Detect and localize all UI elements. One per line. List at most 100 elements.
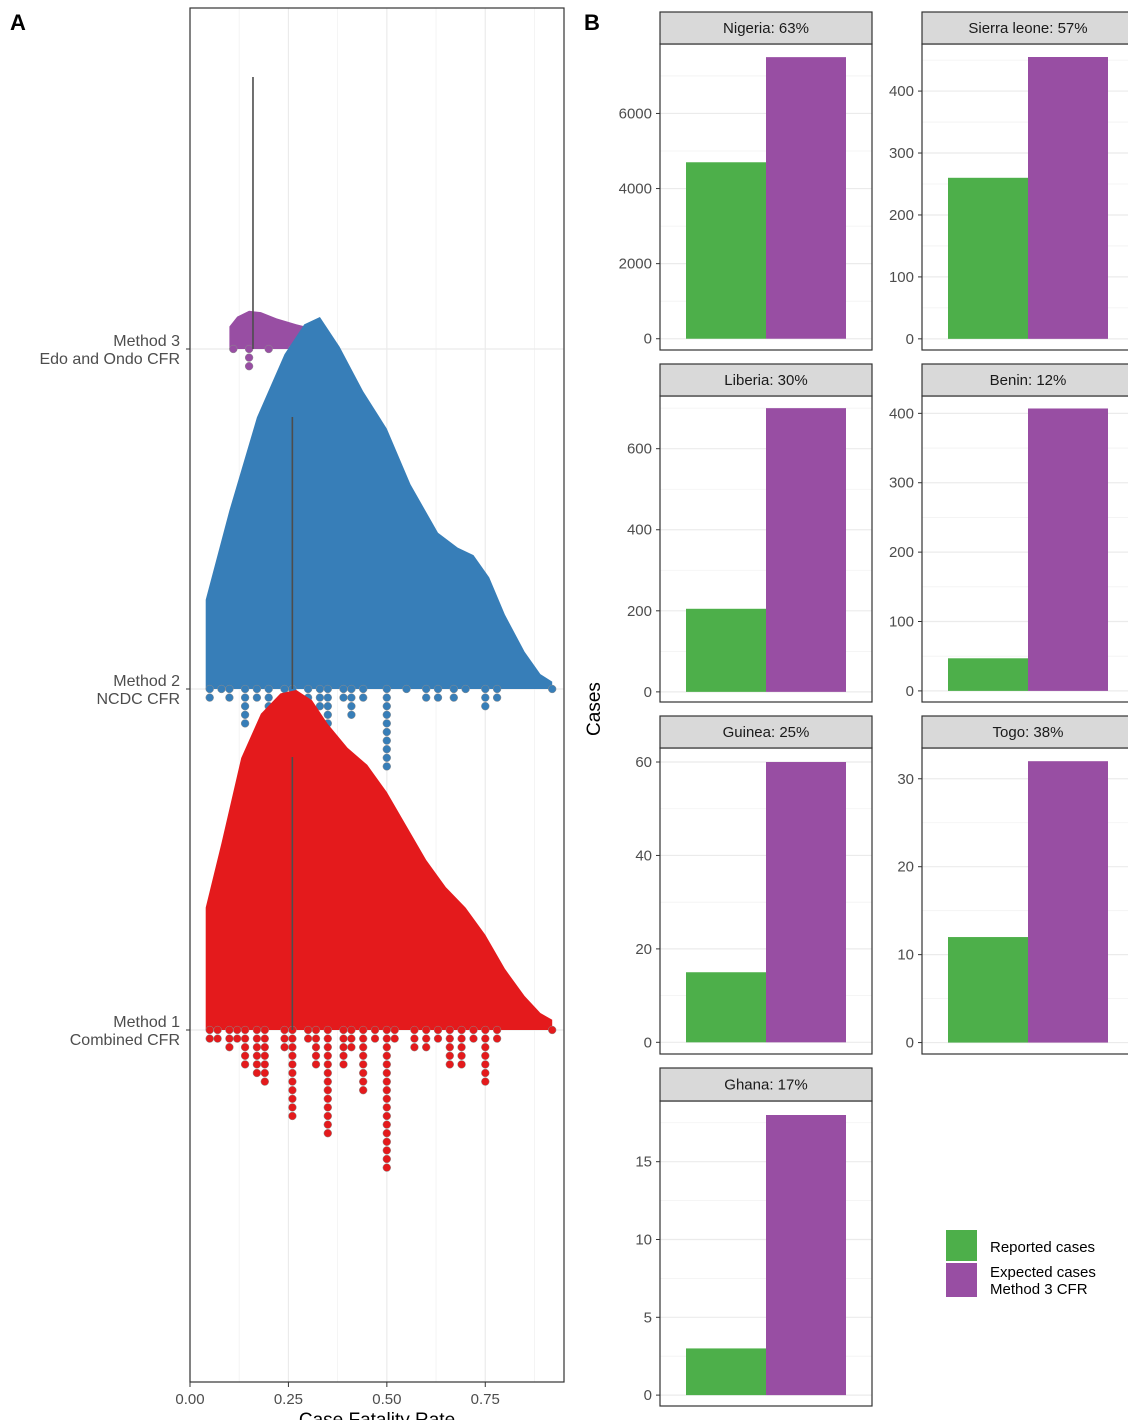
panel-a-label: A	[10, 10, 26, 35]
data-dot-m1	[205, 1025, 214, 1035]
facet-strip-label: Guinea: 25%	[723, 724, 810, 741]
y-tick-label: 100	[889, 269, 914, 286]
bar-expected-cases	[766, 408, 846, 692]
data-dot-m1	[370, 1034, 380, 1043]
data-dot-m1	[359, 1051, 368, 1060]
data-dot-m2	[323, 684, 332, 694]
category-label-line2: Combined CFR	[70, 1032, 180, 1049]
x-tick-label: 0.00	[175, 1391, 204, 1408]
data-dot-m1	[382, 1154, 391, 1164]
data-dot-m2	[323, 693, 332, 702]
data-dot-m1	[481, 1068, 490, 1078]
data-dot-m1	[311, 1025, 321, 1035]
data-dot-m2	[240, 710, 250, 719]
data-dot-m1	[252, 1060, 262, 1069]
facet-4: Guinea: 25% 0 20 40 60	[635, 715, 873, 1055]
data-dot-m2	[382, 684, 391, 694]
data-dot-m1	[422, 1034, 431, 1043]
data-dot-m2	[481, 684, 490, 694]
data-dot-m1	[359, 1025, 368, 1035]
y-tick-label: 10	[635, 1231, 652, 1248]
plot-border	[189, 7, 565, 1383]
data-dot-m1	[422, 1025, 431, 1035]
data-dot-m1	[457, 1043, 466, 1052]
data-dot-m2	[422, 684, 431, 694]
y-tick-label: 400	[889, 83, 914, 100]
data-dot-m2	[382, 719, 391, 728]
data-dot-m1	[288, 1077, 297, 1086]
data-dot-m2	[461, 684, 470, 694]
data-dot-m1	[457, 1060, 466, 1069]
data-dot-m2	[481, 693, 490, 702]
facet-1: Sierra leone: 57% 0 100 200 300 400	[889, 11, 1128, 351]
data-dot-m3	[244, 362, 254, 371]
data-dot-m1	[280, 1043, 289, 1052]
data-dot-m1	[481, 1077, 490, 1086]
data-dot-m2	[252, 684, 262, 694]
data-dot-m1	[492, 1034, 502, 1043]
data-dot-m1	[390, 1034, 399, 1043]
data-dot-m2	[382, 736, 391, 745]
data-dot-m2	[433, 693, 443, 702]
data-dot-m1	[323, 1103, 332, 1112]
data-dot-m2	[240, 719, 250, 728]
y-tick-label: 0	[906, 683, 914, 700]
data-dot-m1	[445, 1034, 454, 1043]
y-tick-label: 400	[889, 405, 914, 422]
data-dot-m1	[382, 1103, 391, 1112]
y-tick-label: 200	[889, 207, 914, 224]
data-dot-m2	[225, 684, 234, 694]
facet-5: Togo: 38% 0 10 20 30	[897, 715, 1128, 1055]
data-dot-m2	[339, 693, 348, 702]
bar-expected-cases	[766, 57, 846, 339]
data-dot-m1	[445, 1051, 454, 1060]
data-dot-m1	[260, 1068, 269, 1078]
data-dot-m2	[382, 727, 391, 737]
bar-reported-cases	[686, 1348, 766, 1396]
data-dot-m1	[303, 1034, 313, 1043]
data-dot-m1	[382, 1086, 391, 1095]
data-dot-m1	[213, 1025, 222, 1035]
facet-strip	[921, 715, 1128, 749]
data-dot-m1	[260, 1060, 269, 1069]
data-dot-m1	[382, 1120, 391, 1129]
y-tick-label: 20	[897, 859, 914, 876]
legend-key-expected-cases	[946, 1263, 977, 1297]
data-dot-m1	[410, 1025, 419, 1035]
data-dot-m1	[252, 1034, 262, 1043]
y-tick-label: 0	[906, 1035, 914, 1052]
data-dot-m1	[240, 1051, 250, 1060]
data-dot-m1	[225, 1025, 234, 1035]
data-dot-m1	[469, 1034, 478, 1043]
facet-strip-label: Ghana: 17%	[724, 1077, 807, 1094]
data-dot-m2	[240, 702, 250, 711]
data-dot-m2	[449, 684, 458, 694]
data-dot-m1	[359, 1077, 368, 1086]
y-tick-label: 600	[627, 441, 652, 458]
category-label-line2: Edo and Ondo CFR	[39, 351, 180, 368]
data-dot-m1	[433, 1034, 443, 1043]
data-dot-m2	[492, 693, 502, 702]
data-dot-m1	[347, 1043, 356, 1052]
data-dot-m1	[233, 1034, 242, 1043]
data-dot-m2	[382, 762, 391, 771]
data-dot-m1	[260, 1025, 269, 1035]
data-dot-m1	[288, 1034, 297, 1043]
data-dot-m1	[213, 1034, 222, 1043]
data-dot-m2	[240, 693, 250, 702]
data-dot-m2	[359, 684, 368, 694]
data-dot-m1	[382, 1111, 391, 1121]
data-dot-m1	[339, 1051, 348, 1060]
facet-strip	[659, 11, 873, 45]
data-dot-m1	[252, 1043, 262, 1052]
facet-strip-label: Nigeria: 63%	[723, 20, 809, 37]
facet-strip-label: Togo: 38%	[993, 724, 1064, 741]
data-dot-m2	[303, 684, 313, 694]
data-dot-m2	[347, 710, 356, 719]
data-dot-m2	[359, 693, 368, 702]
data-dot-m1	[492, 1025, 502, 1035]
y-tick-label: 20	[635, 941, 652, 958]
data-dot-m1	[339, 1025, 348, 1035]
y-tick-label: 0	[644, 1034, 652, 1051]
